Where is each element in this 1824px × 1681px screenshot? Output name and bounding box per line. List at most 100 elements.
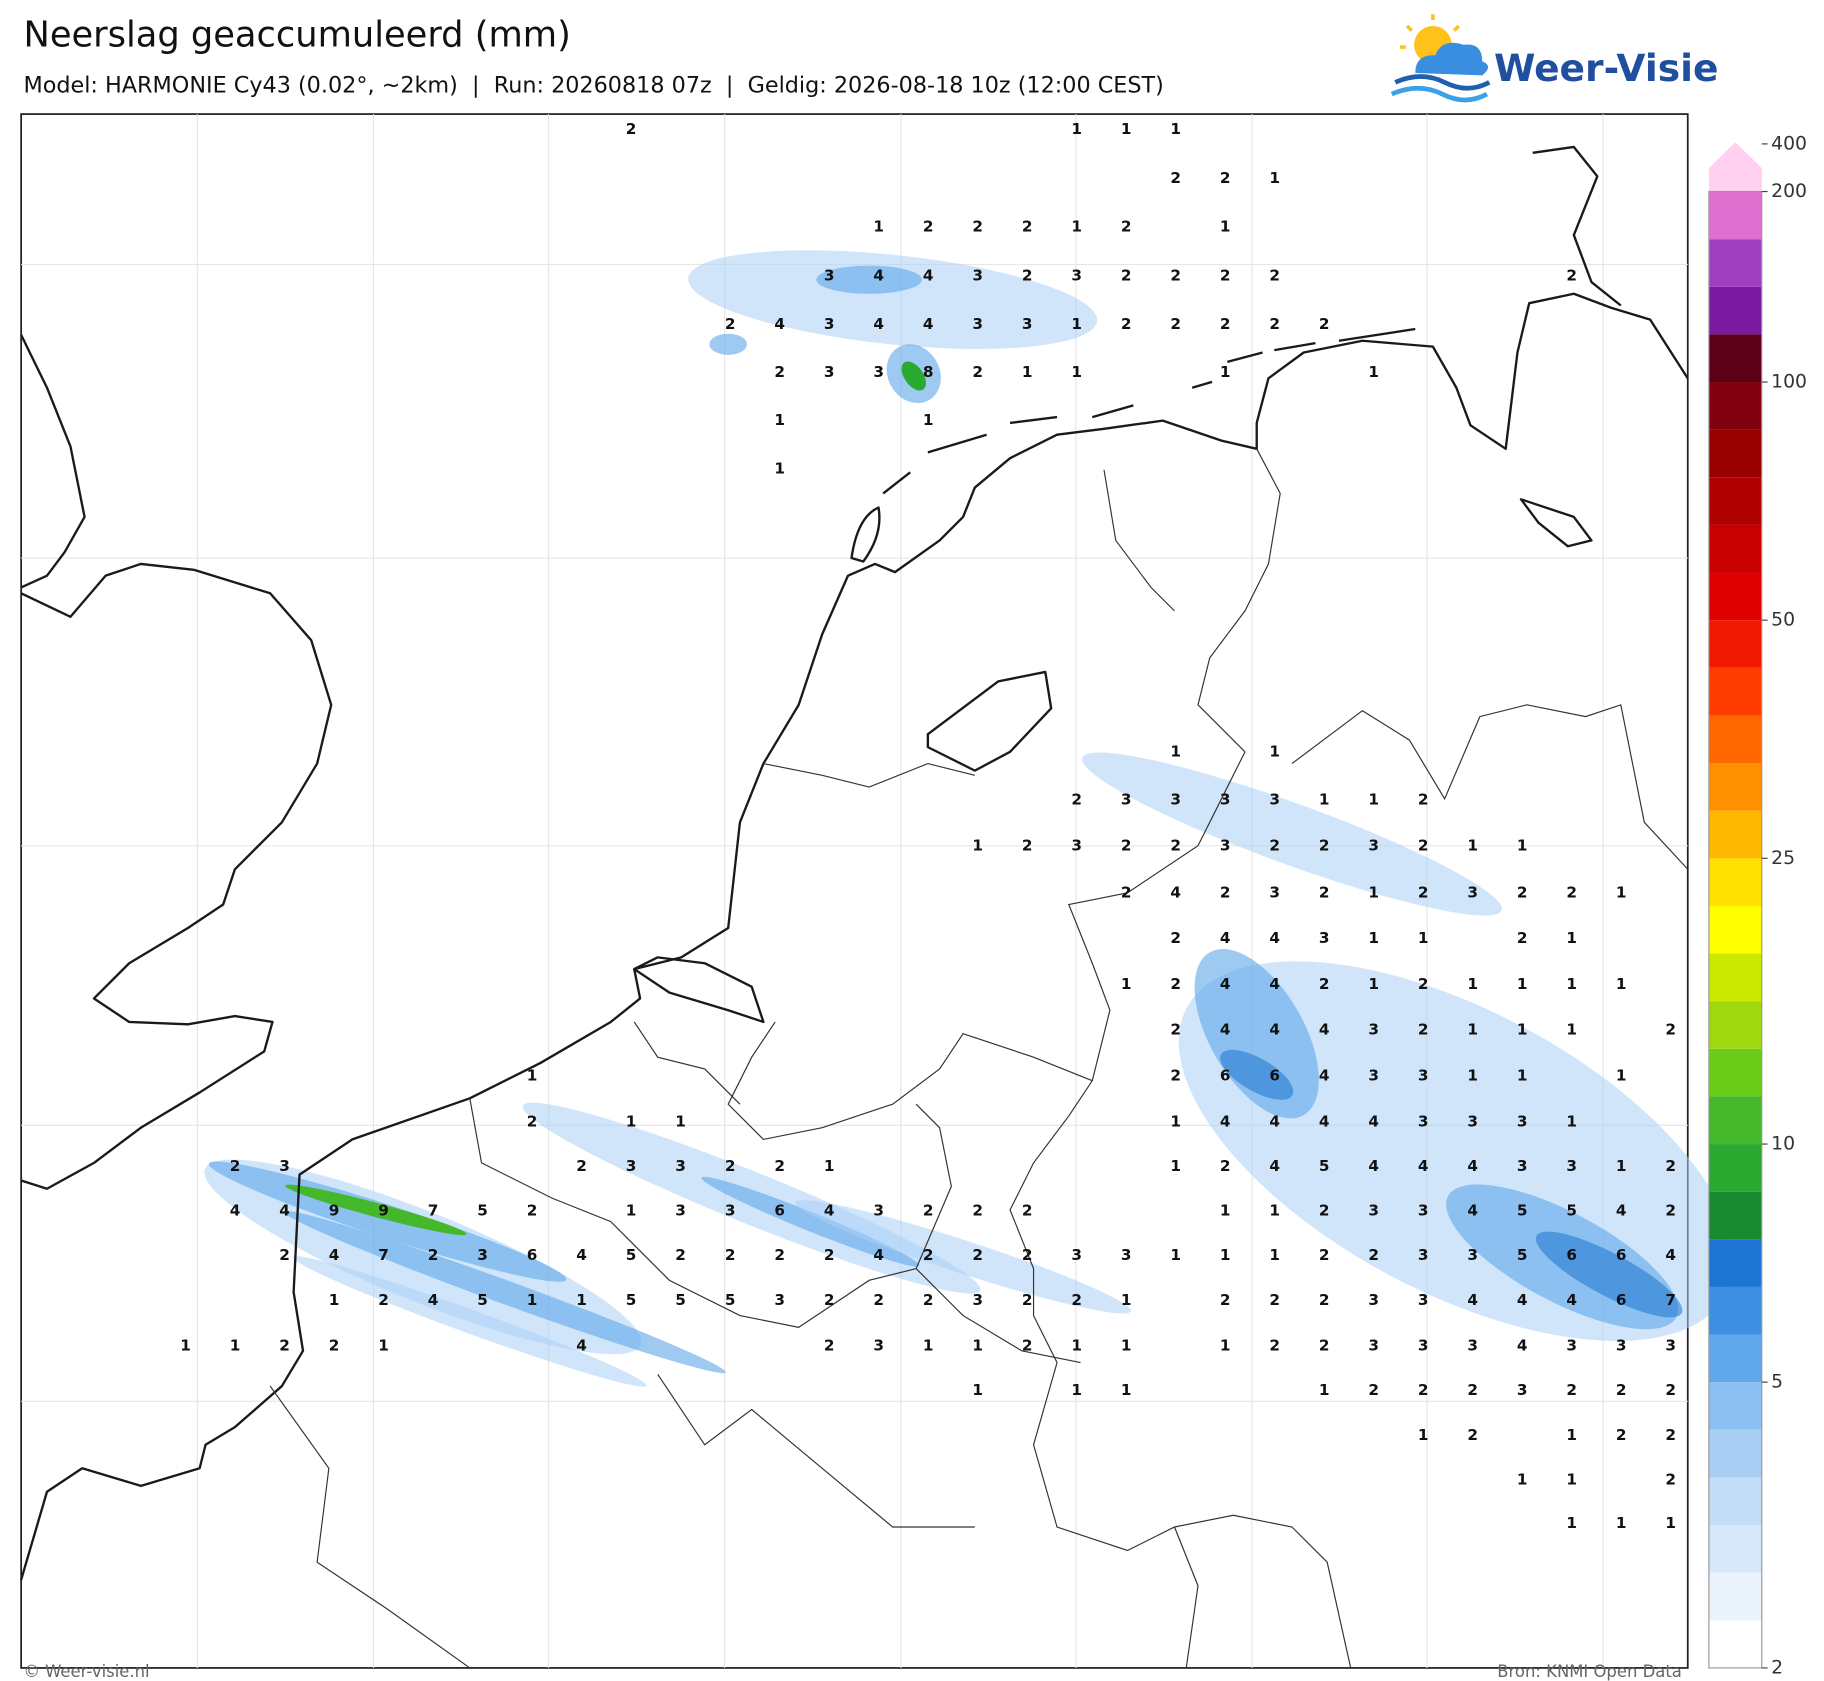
station-value: 2 — [1170, 975, 1181, 993]
station-value: 1 — [180, 1337, 191, 1355]
station-value: 4 — [1269, 929, 1280, 947]
colorbar-segment — [1708, 572, 1762, 621]
station-value: 2 — [1665, 1471, 1676, 1489]
station-value: 1 — [1071, 217, 1082, 235]
station-value: 2 — [675, 1246, 686, 1264]
station-value: 2 — [1170, 836, 1181, 854]
station-value: 2 — [1616, 1381, 1627, 1399]
station-value: 4 — [576, 1337, 587, 1355]
station-value: 2 — [1022, 1202, 1033, 1220]
station-value: 1 — [972, 1337, 983, 1355]
station-value: 2 — [725, 315, 736, 333]
station-value: 3 — [1368, 1337, 1379, 1355]
station-value: 3 — [1121, 1246, 1132, 1264]
station-value: 1 — [1121, 1291, 1132, 1309]
station-value: 4 — [1170, 883, 1181, 901]
station-value: 2 — [1170, 1021, 1181, 1039]
station-value: 2 — [1269, 836, 1280, 854]
station-value: 3 — [873, 363, 884, 381]
colorbar-segment — [1708, 905, 1762, 954]
station-value: 2 — [1418, 836, 1429, 854]
station-value: 2 — [824, 1337, 835, 1355]
station-value: 2 — [1121, 883, 1132, 901]
station-value: 1 — [824, 1157, 835, 1175]
station-value: 1 — [1170, 1246, 1181, 1264]
station-value: 2 — [1220, 883, 1231, 901]
station-value: 1 — [1319, 1381, 1330, 1399]
station-value: 1 — [1368, 975, 1379, 993]
station-value: 4 — [428, 1291, 439, 1309]
station-value: 1 — [1616, 1514, 1627, 1532]
station-value: 1 — [1220, 363, 1231, 381]
station-value: 6 — [1269, 1066, 1280, 1084]
station-value: 1 — [1121, 1337, 1132, 1355]
station-value: 2 — [1220, 1291, 1231, 1309]
station-value: 2 — [1566, 267, 1577, 285]
logo-text: Weer-Visie — [1494, 46, 1719, 90]
station-value: 3 — [626, 1157, 637, 1175]
subtitle: Model: HARMONIE Cy43 (0.02°, ~2km) | Run… — [23, 72, 1163, 98]
station-value: 3 — [1517, 1112, 1528, 1130]
station-value: 2 — [1022, 1246, 1033, 1264]
station-value: 2 — [824, 1291, 835, 1309]
station-value: 2 — [725, 1246, 736, 1264]
station-value: 2 — [1418, 1381, 1429, 1399]
station-value: 1 — [1566, 1471, 1577, 1489]
station-value: 4 — [774, 315, 785, 333]
station-value: 2 — [923, 1202, 934, 1220]
station-value: 3 — [1418, 1291, 1429, 1309]
title: Neerslag geaccumuleerd (mm) — [23, 15, 570, 56]
colorbar-frame — [1708, 190, 1763, 1669]
station-value: 3 — [1368, 1291, 1379, 1309]
station-value: 3 — [1071, 1246, 1082, 1264]
station-value: 2 — [774, 1246, 785, 1264]
station-value: 2 — [279, 1337, 290, 1355]
station-value: 2 — [1418, 790, 1429, 808]
station-value: 2 — [1319, 975, 1330, 993]
station-value: 4 — [1319, 1112, 1330, 1130]
station-value: 2 — [1170, 169, 1181, 187]
colorbar-segment — [1708, 477, 1762, 525]
station-value: 3 — [675, 1157, 686, 1175]
station-value: 3 — [1566, 1337, 1577, 1355]
station-value: 2 — [972, 217, 983, 235]
station-value: 1 — [1566, 1112, 1577, 1130]
station-value: 2 — [329, 1337, 340, 1355]
station-value: 4 — [1467, 1291, 1478, 1309]
station-value: 3 — [972, 267, 983, 285]
station-value: 1 — [1665, 1514, 1676, 1532]
station-value: 3 — [1071, 267, 1082, 285]
station-value: 2 — [1319, 315, 1330, 333]
station-value: 2 — [1022, 217, 1033, 235]
station-value: 4 — [824, 1202, 835, 1220]
station-value: 2 — [972, 1246, 983, 1264]
station-value: 3 — [725, 1202, 736, 1220]
station-value: 1 — [1368, 363, 1379, 381]
station-value: 8 — [923, 363, 934, 381]
colorbar-segment — [1708, 429, 1762, 478]
station-value: 1 — [1566, 929, 1577, 947]
station-value: 3 — [1616, 1337, 1627, 1355]
station-value: 4 — [923, 267, 934, 285]
station-value: 2 — [1517, 929, 1528, 947]
station-value: 1 — [1269, 742, 1280, 760]
station-value: 3 — [279, 1157, 290, 1175]
station-value: 1 — [1220, 1337, 1231, 1355]
station-value: 9 — [329, 1202, 340, 1220]
station-value: 3 — [1517, 1381, 1528, 1399]
station-value: 3 — [1418, 1337, 1429, 1355]
station-value: 3 — [1418, 1066, 1429, 1084]
station-value: 4 — [230, 1202, 241, 1220]
station-value: 2 — [1121, 836, 1132, 854]
station-value: 2 — [1566, 1381, 1577, 1399]
station-value: 1 — [1269, 169, 1280, 187]
station-value: 4 — [1418, 1157, 1429, 1175]
station-value: 1 — [1368, 883, 1379, 901]
station-value: 4 — [1616, 1202, 1627, 1220]
station-value: 2 — [972, 363, 983, 381]
station-value: 1 — [1517, 836, 1528, 854]
station-value: 3 — [824, 363, 835, 381]
station-value: 2 — [1319, 1337, 1330, 1355]
colorbar-segment — [1708, 858, 1762, 906]
